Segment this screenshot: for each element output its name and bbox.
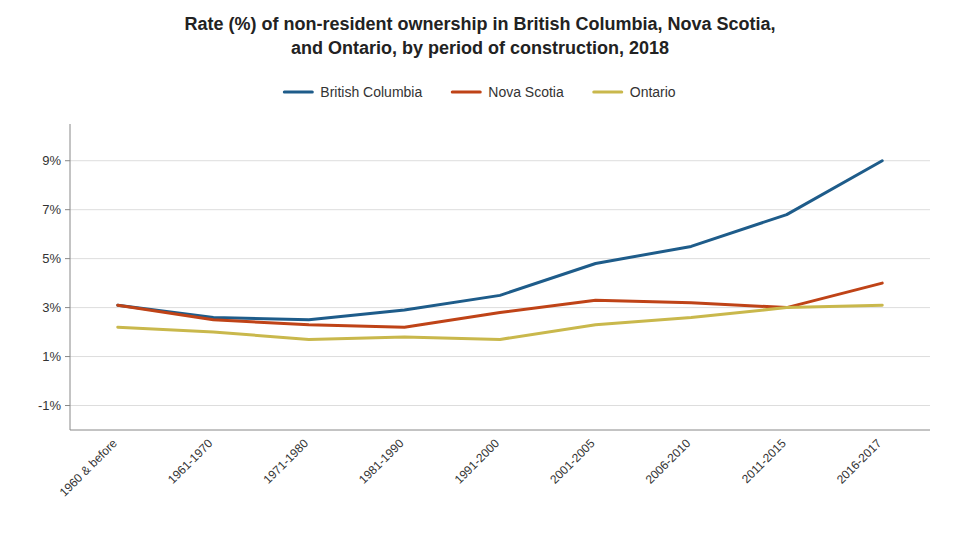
legend-swatch (594, 91, 622, 94)
chart: Rate (%) of non-resident ownership in Br… (0, 0, 960, 546)
category-label: 1960 & before (57, 436, 120, 499)
tick-label: 9% (42, 153, 61, 168)
tick-mark (65, 209, 70, 210)
tick-mark (65, 258, 70, 259)
grid-line (70, 209, 930, 210)
tick-mark (65, 160, 70, 161)
legend-item: Nova Scotia (452, 84, 564, 100)
category-label: 1991-2000 (452, 436, 503, 487)
legend: British Columbia Nova Scotia Ontario (284, 84, 676, 100)
tick-label: -1% (38, 398, 62, 413)
grid-line (70, 160, 930, 161)
legend-label: Ontario (630, 84, 676, 100)
category-label: 2011-2015 (739, 436, 789, 486)
tick-label: 5% (42, 251, 61, 266)
title: Rate (%) of non-resident ownership in Br… (184, 14, 775, 58)
y-axis: -1% 1% 3% 5% 7% 9% (38, 124, 930, 430)
grid-line (70, 258, 930, 259)
tick-label: 7% (42, 202, 61, 217)
category-label: 2016-2017 (834, 436, 885, 487)
tick-mark (65, 405, 70, 406)
legend-label: British Columbia (320, 84, 422, 100)
tick-mark (65, 307, 70, 308)
tick-mark (65, 356, 70, 357)
series-line (118, 305, 882, 339)
category-label: 1971-1980 (261, 436, 312, 487)
tick-label: 3% (42, 300, 61, 315)
legend-swatch (452, 91, 480, 94)
x-axis: 1960 & before 1961-1970 1971-1980 1981-1990… (57, 436, 885, 499)
tick-label: 1% (42, 349, 61, 364)
legend-item: Ontario (594, 84, 676, 100)
grid-line (70, 356, 930, 357)
category-label: 1961-1970 (165, 436, 216, 487)
axis-line (70, 124, 71, 430)
legend-item: British Columbia (284, 84, 422, 100)
legend-label: Nova Scotia (488, 84, 564, 100)
axis-line (70, 430, 930, 431)
series-line (118, 283, 882, 327)
category-label: 1981-1990 (356, 436, 407, 487)
category-label: 2001-2005 (547, 436, 598, 487)
legend-swatch (284, 91, 312, 94)
series-line (118, 161, 882, 320)
grid-line (70, 405, 930, 406)
category-label: 2006-2010 (643, 436, 694, 487)
series-lines (118, 161, 882, 340)
